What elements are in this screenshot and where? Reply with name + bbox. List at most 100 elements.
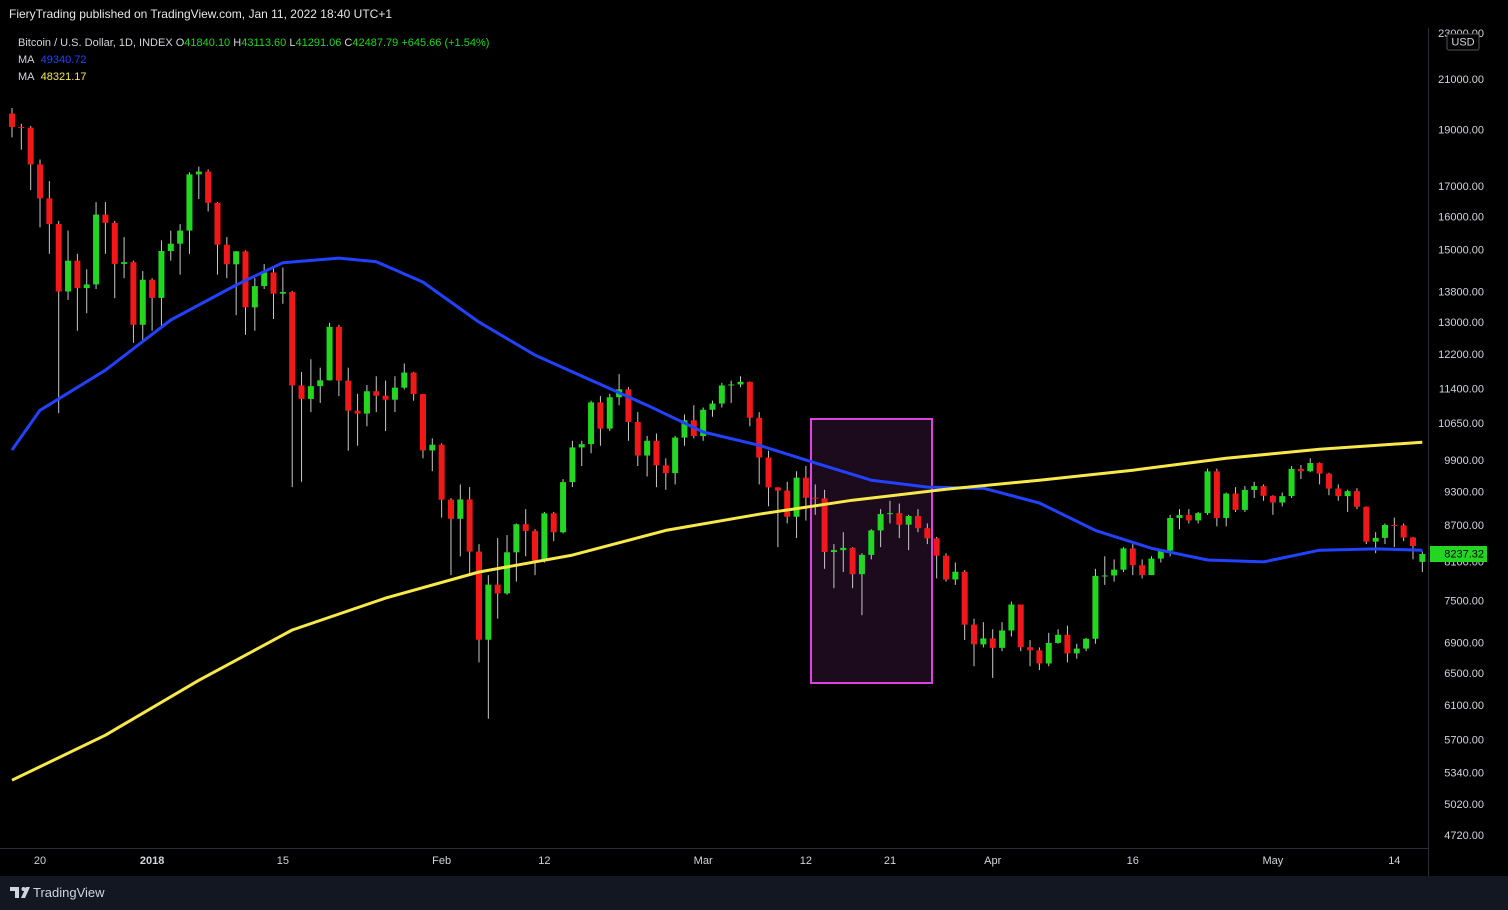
candle-body (746, 381, 753, 418)
candle-body (821, 498, 828, 553)
ohlc-value: 42487.79 (352, 37, 399, 49)
ohlc-key: C (344, 37, 353, 49)
candle-body (718, 385, 725, 404)
y-tick-label: 9300.00 (1444, 486, 1484, 498)
candle-body (1073, 648, 1080, 654)
candle-body (812, 497, 819, 499)
candle-body (1176, 515, 1183, 518)
candle-body (111, 222, 118, 264)
candle-body (1204, 471, 1211, 514)
ma-value: 48321.17 (40, 71, 87, 83)
candle-body (606, 397, 613, 429)
candle-body (1251, 486, 1258, 490)
candle-body (279, 291, 286, 294)
candle-body (1167, 517, 1174, 551)
candle-body (914, 516, 921, 529)
top-bar: FieryTrading published on TradingView.co… (0, 0, 1508, 28)
ma-row: MA 48321.17 (18, 69, 489, 86)
candle-body (1213, 471, 1220, 518)
y-tick-label: 5340.00 (1444, 767, 1484, 779)
candle-body (401, 372, 408, 388)
ma-line (10, 256, 1423, 564)
candle-body (1325, 473, 1332, 489)
candle-body (1036, 650, 1043, 664)
candle-body (1335, 488, 1342, 497)
candle-body (1260, 486, 1267, 496)
candle-body (653, 440, 660, 466)
candle-body (46, 198, 53, 225)
candle-body (756, 417, 763, 458)
ohlc-key: L (289, 37, 296, 49)
candle-body (102, 214, 109, 223)
candle-body (1391, 524, 1398, 526)
candle-body (765, 457, 772, 488)
candle-body (1055, 634, 1062, 643)
candle-body (737, 381, 744, 385)
candle-body (672, 437, 679, 474)
candle-body (933, 538, 940, 556)
candle-body (298, 385, 305, 399)
candle-body (1307, 463, 1314, 472)
logo-shape (10, 887, 30, 898)
y-tick-label: 13800.00 (1438, 287, 1484, 299)
candle-body (93, 214, 100, 285)
candle-body (971, 624, 978, 645)
candle-body (1017, 604, 1024, 648)
candle-body (1419, 554, 1426, 562)
y-tick-label: 16000.00 (1438, 212, 1484, 224)
candle-body (1344, 491, 1351, 497)
candle-body (373, 391, 380, 396)
candle-body (924, 528, 931, 539)
candle-body (121, 262, 128, 264)
candle-body (1101, 575, 1108, 577)
candle-body (27, 127, 34, 165)
candle-body (1139, 565, 1146, 576)
candle-body (1195, 513, 1202, 521)
candle-body (905, 516, 912, 525)
candle-body (849, 547, 856, 575)
x-tick-label: 21 (884, 855, 896, 867)
candle-body (18, 126, 25, 128)
ma-name: MA (18, 71, 35, 83)
candle-body (1008, 604, 1015, 631)
candle-body (793, 477, 800, 517)
candle-body (74, 260, 81, 289)
y-tick-label: 6100.00 (1444, 700, 1484, 712)
candle-body (943, 555, 949, 580)
candle-body (840, 547, 847, 551)
footer: TradingView (0, 876, 1508, 910)
candle-body (149, 279, 156, 298)
candle-body (1185, 515, 1192, 521)
candle-body (886, 513, 893, 515)
candle-body (1297, 468, 1304, 472)
candle-body (644, 440, 651, 456)
candle-body (382, 395, 389, 400)
candle-body (896, 513, 903, 525)
candle-body (952, 571, 959, 580)
candle-body (513, 524, 520, 553)
candle-body (830, 550, 837, 553)
ohlc-key: O (175, 37, 185, 49)
candle-body (1120, 548, 1127, 570)
candle-body (709, 403, 716, 410)
ma-name: MA (18, 54, 35, 66)
candle-body (1316, 463, 1323, 474)
x-tick-label: 20 (34, 855, 46, 867)
candle-body (1363, 506, 1370, 542)
candle-body (363, 391, 370, 414)
candle-body (419, 394, 426, 451)
candle-body (877, 514, 884, 531)
candle-body (345, 380, 352, 411)
y-tick-label: 10650.00 (1438, 418, 1484, 430)
x-tick-label: 15 (277, 855, 289, 867)
candle-body (1269, 495, 1276, 503)
y-tick-label: 21000.00 (1438, 74, 1484, 86)
ma-line (11, 440, 1423, 782)
x-tick-label: Feb (432, 855, 451, 867)
x-tick-label: 14 (1388, 855, 1400, 867)
currency: USD (1451, 36, 1474, 48)
x-tick-label: 12 (800, 855, 812, 867)
candle-body (999, 630, 1006, 648)
